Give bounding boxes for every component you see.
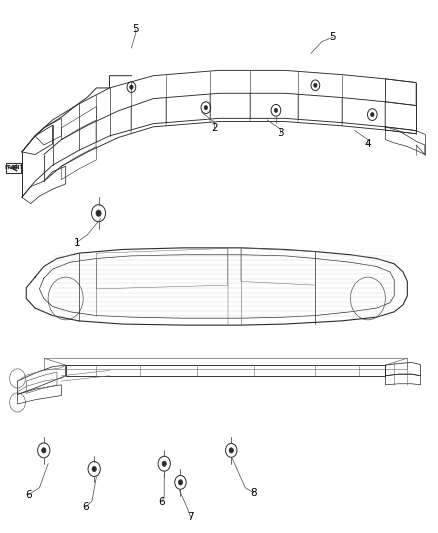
Text: FRONT: FRONT (4, 165, 23, 171)
Circle shape (162, 461, 166, 466)
Circle shape (96, 210, 101, 216)
FancyBboxPatch shape (6, 163, 21, 173)
Text: 6: 6 (25, 490, 32, 499)
Text: 6: 6 (82, 503, 89, 512)
Text: 4: 4 (364, 139, 371, 149)
Text: 7: 7 (187, 512, 194, 522)
Text: 5: 5 (329, 33, 336, 42)
Text: 2: 2 (211, 123, 218, 133)
Text: 8: 8 (251, 488, 258, 498)
Circle shape (274, 108, 278, 112)
Circle shape (130, 85, 133, 89)
Text: 3: 3 (277, 128, 284, 138)
Circle shape (92, 466, 96, 472)
Text: 5: 5 (132, 25, 139, 34)
Circle shape (178, 480, 183, 485)
Circle shape (314, 83, 317, 87)
Text: 1: 1 (73, 238, 80, 247)
Text: 6: 6 (159, 497, 166, 507)
Circle shape (204, 106, 208, 110)
Circle shape (229, 448, 233, 453)
Circle shape (371, 112, 374, 117)
Circle shape (42, 448, 46, 453)
